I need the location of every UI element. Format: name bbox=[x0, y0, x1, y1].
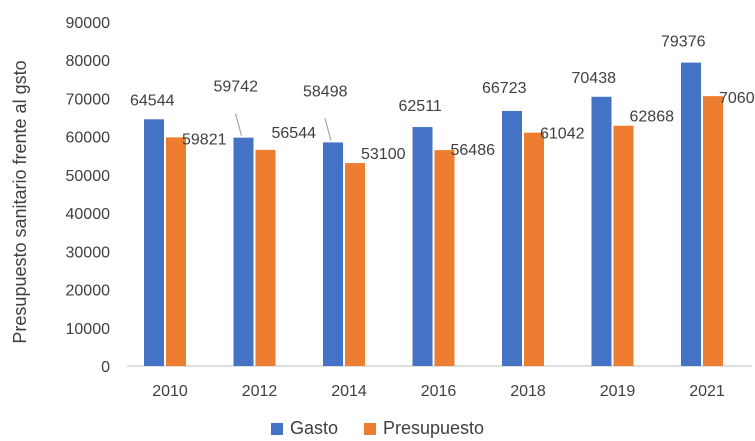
bar-gasto bbox=[591, 96, 612, 366]
y-axis-title: Presupuesto sanitario frente al gsto bbox=[10, 60, 30, 343]
bar-presupuesto bbox=[524, 132, 544, 366]
x-tick-label: 2016 bbox=[421, 383, 457, 400]
legend: Gasto Presupuesto bbox=[0, 416, 755, 441]
data-label-gasto: 79376 bbox=[661, 34, 706, 51]
data-label-gasto: 66723 bbox=[482, 80, 527, 97]
label-leader-line bbox=[324, 118, 332, 141]
data-label-presupuesto: 70603 bbox=[719, 90, 755, 107]
data-label-gasto: 70438 bbox=[572, 70, 617, 87]
x-tick-label: 2021 bbox=[689, 383, 725, 400]
bar-presupuesto bbox=[434, 150, 455, 366]
y-tick-label: 70000 bbox=[66, 91, 111, 108]
data-label-presupuesto: 56486 bbox=[451, 142, 496, 159]
y-tick-label: 90000 bbox=[66, 15, 111, 32]
bars bbox=[144, 62, 723, 367]
legend-label-presupuesto: Presupuesto bbox=[382, 418, 485, 438]
x-axis-labels: 2010 2012 2014 2016 2018 2019 2021 bbox=[152, 383, 725, 400]
bar-presupuesto bbox=[613, 125, 634, 367]
data-label-gasto: 62511 bbox=[399, 98, 442, 115]
y-tick-label: 80000 bbox=[66, 53, 111, 70]
data-labels: 64544 59742 58498 62511 66723 70438 79376 59821… bbox=[130, 34, 755, 163]
bar-presupuesto bbox=[255, 149, 276, 366]
x-tick-label: 2014 bbox=[331, 383, 367, 400]
bar-presupuesto bbox=[345, 163, 365, 366]
x-tick-label: 2010 bbox=[152, 383, 188, 400]
bar-gasto bbox=[681, 62, 701, 366]
legend-item-presupuesto: Presupuesto bbox=[363, 418, 485, 439]
y-tick-label: 60000 bbox=[66, 130, 111, 147]
x-tick-label: 2018 bbox=[510, 383, 546, 400]
bar-gasto bbox=[502, 110, 522, 366]
label-leader-lines bbox=[234, 113, 332, 141]
data-label-presupuesto: 61042 bbox=[540, 126, 585, 143]
bar-gasto bbox=[412, 127, 433, 367]
data-label-presupuesto: 56544 bbox=[272, 125, 317, 142]
x-tick-label: 2019 bbox=[600, 383, 636, 400]
data-label-gasto: 64544 bbox=[130, 92, 175, 109]
data-label-presupuesto: 62868 bbox=[630, 109, 675, 126]
x-tick-label: 2012 bbox=[242, 383, 278, 400]
legend-swatch-presupuesto bbox=[363, 422, 376, 435]
bar-presupuesto bbox=[166, 137, 186, 366]
y-tick-label: 50000 bbox=[66, 168, 111, 185]
bar-gasto bbox=[144, 119, 164, 366]
y-tick-label: 30000 bbox=[66, 244, 111, 261]
y-tick-label: 20000 bbox=[66, 283, 111, 300]
data-label-gasto: 59742 bbox=[214, 79, 259, 96]
legend-label-gasto: Gasto bbox=[289, 418, 338, 438]
y-tick-label: 40000 bbox=[66, 206, 111, 223]
legend-swatch-gasto bbox=[270, 422, 283, 435]
bar-gasto bbox=[233, 137, 254, 366]
y-tick-label: 0 bbox=[101, 359, 110, 376]
data-label-presupuesto: 53100 bbox=[361, 146, 406, 163]
data-label-gasto: 58498 bbox=[303, 83, 348, 100]
legend-item-gasto: Gasto bbox=[270, 418, 338, 439]
bar-presupuesto bbox=[703, 96, 723, 366]
y-axis-ticks: 0 10000 20000 30000 40000 50000 60000 70000 8000… bbox=[66, 15, 111, 376]
label-leader-line bbox=[234, 113, 243, 136]
y-tick-label: 10000 bbox=[66, 321, 111, 338]
bar-gasto bbox=[323, 142, 343, 366]
data-label-presupuesto: 59821 bbox=[182, 131, 227, 148]
